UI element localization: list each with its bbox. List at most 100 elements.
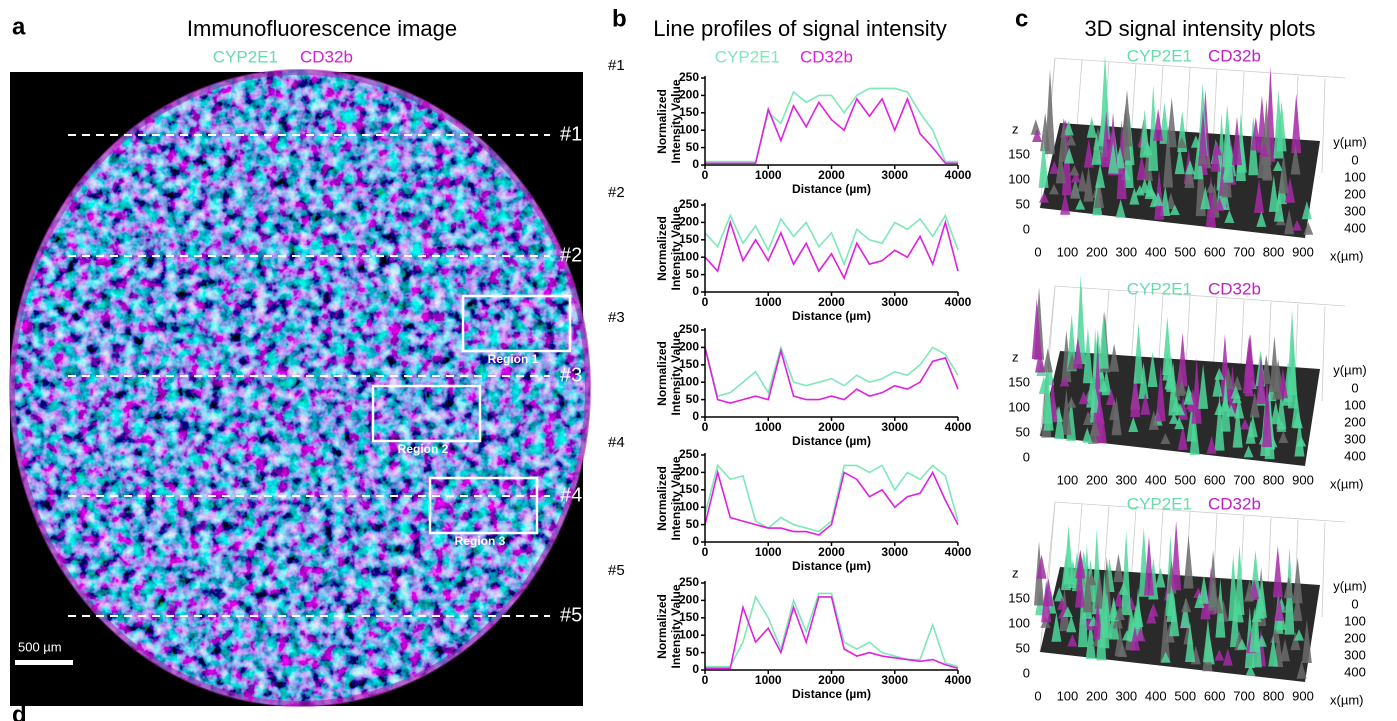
surface-spike <box>1090 387 1101 413</box>
legend-label: CD32b <box>800 47 853 66</box>
x-tick-label: 3000 <box>881 673 908 687</box>
region-box <box>371 384 482 443</box>
surface-spike <box>1121 531 1132 616</box>
x-tick-label: 1000 <box>755 545 782 559</box>
y-tick-label: 400 <box>1344 220 1366 235</box>
y-tick-label: 100 <box>679 122 699 136</box>
surface-spike <box>1194 592 1205 609</box>
box-grid <box>1054 501 1346 523</box>
x-tick-label: 700 <box>1233 244 1255 259</box>
surface-spike <box>1296 660 1307 679</box>
surface-spike <box>1106 388 1117 405</box>
surface-spike <box>1262 142 1273 180</box>
z-tick-label: 0 <box>1023 665 1030 680</box>
panel-title: 3D signal intensity plots <box>1084 16 1315 41</box>
surface-spike <box>1075 549 1086 579</box>
surface-spike <box>1183 384 1194 405</box>
surface-spike <box>1193 136 1204 180</box>
x-tick-label: 200 <box>1086 472 1108 487</box>
surface-spike <box>1272 378 1283 400</box>
y-tick-label: 200 <box>679 340 699 354</box>
surface-spike <box>1291 93 1302 154</box>
surface-spike <box>1294 418 1305 457</box>
surface-spike <box>1245 664 1256 676</box>
surface-spike <box>1072 337 1083 369</box>
surface-spike <box>1232 400 1243 448</box>
scale-bar <box>15 660 73 665</box>
y-tick-label: 100 <box>1344 613 1366 628</box>
surface-spike <box>1261 354 1272 385</box>
x-tick-label: 200 <box>1086 688 1108 703</box>
surface-spike <box>1202 618 1213 663</box>
surface-spike <box>1301 619 1312 664</box>
surface-spike <box>1136 154 1147 181</box>
x-tick-label: 0 <box>702 545 709 559</box>
surface-spike <box>1142 145 1153 181</box>
surface-spike <box>1148 603 1159 617</box>
z-tick-label: 150 <box>1008 146 1030 161</box>
surface-spike <box>1070 180 1081 199</box>
y-tick-label: 50 <box>686 140 700 154</box>
x-tick-label: 1000 <box>755 673 782 687</box>
surface-spike <box>1243 590 1254 602</box>
panel-letter: b <box>612 5 627 32</box>
x-tick-label: 1000 <box>755 168 782 182</box>
profile-label: #4 <box>560 484 582 506</box>
surface-spike <box>1042 348 1053 373</box>
surface-spike <box>1183 535 1194 589</box>
y-tick-label: 0 <box>692 409 699 423</box>
surface-spike <box>1129 187 1140 205</box>
z-axis-label: z <box>1012 565 1019 580</box>
surface-spike <box>1086 116 1097 138</box>
legend-label: CD32b <box>1208 46 1261 65</box>
y-tick-label: 0 <box>1351 380 1358 395</box>
x-tick-label: 3000 <box>881 545 908 559</box>
surface-spike <box>1095 163 1106 188</box>
surface-spike <box>1135 626 1146 642</box>
surface-spike <box>1291 389 1302 428</box>
surface-spike <box>1109 343 1120 372</box>
surface-spike <box>1278 431 1289 443</box>
surface-spike <box>1273 596 1284 621</box>
tissue-image <box>10 70 590 706</box>
surface-spike <box>1169 204 1180 215</box>
surface-spike <box>1057 597 1068 610</box>
x-tick-label: 900 <box>1292 688 1314 703</box>
surface-spike <box>1146 186 1157 197</box>
x-tick-label: 500 <box>1174 472 1196 487</box>
y-tick-label: 150 <box>679 105 699 119</box>
box-grid <box>1054 285 1346 307</box>
surface-spike <box>1189 409 1200 455</box>
x-tick-label: 900 <box>1292 244 1314 259</box>
y-tick-label: 200 <box>1344 186 1366 201</box>
surface-spike <box>1278 151 1289 194</box>
surface-spike <box>1294 629 1305 641</box>
x-tick-label: 700 <box>1233 472 1255 487</box>
axis <box>704 203 958 293</box>
surface-spike <box>1064 147 1075 164</box>
surface-spike <box>1162 352 1173 381</box>
profile-label: #3 <box>560 364 582 386</box>
surface-spike <box>1249 579 1260 599</box>
legend-label: CD32b <box>300 47 353 66</box>
x-tick-label: 400 <box>1145 244 1167 259</box>
surface-spike <box>1287 309 1298 396</box>
y-axis-label: Normalized <box>655 89 669 154</box>
y-axis-label: Normalized <box>655 594 669 659</box>
surface-spike <box>1153 192 1164 206</box>
x-tick-label: 2000 <box>818 168 845 182</box>
surface-spike <box>1256 354 1267 404</box>
y-axis-label: Normalized <box>655 341 669 406</box>
tissue-edge <box>9 69 591 707</box>
y-axis-label: Intensity Value <box>669 331 683 415</box>
chart-label: #4 <box>608 434 625 451</box>
surface-spike <box>1269 335 1280 393</box>
x-axis-label: Distance (µm) <box>792 434 871 448</box>
x-tick-label: 900 <box>1292 472 1314 487</box>
y-tick-label: 100 <box>679 627 699 641</box>
surface-spike <box>1292 220 1303 231</box>
surface-spike <box>1292 557 1303 604</box>
surface-spike <box>1094 396 1105 424</box>
y-tick-label: 100 <box>679 499 699 513</box>
